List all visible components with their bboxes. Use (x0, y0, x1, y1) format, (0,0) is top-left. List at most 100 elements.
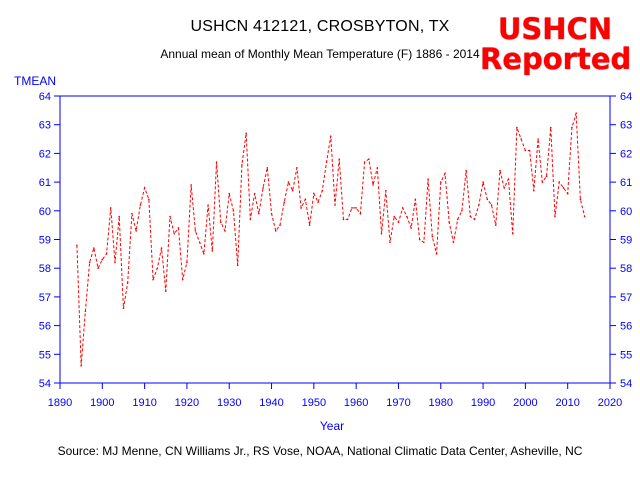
chart-subtitle: Annual mean of Monthly Mean Temperature … (160, 47, 480, 61)
data-point (84, 310, 87, 313)
data-point (571, 126, 573, 129)
data-point (410, 227, 412, 229)
data-point (135, 230, 137, 232)
x-tick-label: 1890 (48, 397, 72, 409)
data-point (423, 241, 425, 244)
data-point (253, 192, 256, 195)
y-tick-label-left: 56 (39, 321, 51, 333)
data-point (291, 189, 294, 192)
data-point (101, 258, 104, 261)
data-point (152, 278, 154, 281)
y-tick-label-right: 57 (620, 292, 632, 304)
y-tick-label-right: 54 (620, 378, 632, 390)
data-point (169, 215, 171, 218)
data-point (270, 212, 273, 215)
data-point (520, 138, 522, 140)
data-point (380, 232, 383, 235)
y-tick-label-right: 59 (620, 235, 632, 247)
data-point (397, 221, 400, 224)
data-point (207, 204, 209, 206)
data-point (177, 227, 180, 229)
data-point (376, 166, 379, 169)
data-point (549, 126, 552, 129)
data-point (304, 198, 307, 201)
data-point (431, 235, 434, 238)
data-point (236, 264, 239, 267)
y-axis-right: 54 55 56 57 58 59 60 61 62 63 64 (610, 91, 632, 390)
x-tick-label: 1900 (90, 397, 114, 409)
data-point (503, 187, 506, 189)
data-point (173, 232, 176, 235)
data-point (325, 161, 328, 163)
y-tick-label-left: 55 (39, 349, 51, 361)
data-point (164, 290, 167, 292)
data-point (211, 250, 214, 252)
y-tick-label-left: 54 (39, 378, 51, 390)
data-point (334, 204, 336, 206)
y-tick-label-right: 64 (620, 91, 632, 103)
data-point (228, 192, 231, 195)
data-point (444, 172, 446, 175)
data-point (97, 267, 99, 270)
data-point (266, 166, 269, 169)
data-point (368, 158, 370, 160)
plot-frame (59, 95, 611, 384)
y-tick-label-left: 58 (39, 263, 51, 275)
data-point (583, 215, 586, 218)
data-point (283, 201, 286, 203)
data-point (507, 178, 510, 181)
logo-line-2: Reported (480, 42, 632, 76)
data-point (131, 212, 133, 215)
y-tick-label-left: 60 (39, 206, 51, 218)
data-point (478, 204, 480, 206)
data-point (414, 198, 417, 201)
data-point (262, 187, 264, 189)
y-axis-left: 54 55 56 57 58 59 60 61 62 63 64 (39, 91, 60, 390)
data-point (558, 181, 561, 183)
x-tick-label: 1980 (429, 397, 453, 409)
data-point (296, 166, 298, 169)
y-tick-label-left: 62 (39, 148, 51, 160)
data-point (511, 232, 514, 235)
y-tick-label-right: 55 (620, 349, 632, 361)
x-tick-label: 2010 (555, 397, 579, 409)
data-point (241, 164, 243, 166)
data-point (499, 169, 501, 172)
data-point (190, 184, 192, 186)
data-point (203, 253, 205, 255)
data-point (300, 207, 302, 209)
y-tick-label-left: 59 (39, 235, 51, 247)
data-point (541, 181, 544, 183)
data-point (418, 238, 421, 241)
data-point (524, 149, 527, 152)
data-point (321, 189, 324, 192)
data-point (439, 181, 442, 183)
data-point (313, 192, 315, 195)
data-point (194, 230, 197, 232)
data-point (114, 261, 116, 264)
data-point (355, 207, 357, 209)
y-tick-label-right: 56 (620, 321, 632, 333)
data-point (359, 212, 362, 215)
data-point (258, 212, 260, 215)
source-credit: Source: MJ Menne, CN Williams Jr., RS Vo… (57, 444, 583, 458)
logo-line-1: USHCN (497, 12, 613, 46)
y-tick-label-right: 61 (620, 177, 632, 189)
data-point (308, 224, 311, 226)
data-point (537, 138, 539, 140)
data-point (448, 221, 451, 224)
y-tick-label-right: 58 (620, 263, 632, 275)
data-point (456, 218, 459, 221)
data-point (105, 253, 108, 255)
data-point (93, 247, 95, 249)
data-point (554, 215, 556, 218)
data-point (232, 210, 235, 212)
data-point (274, 230, 277, 232)
data-point (224, 230, 226, 232)
data-point (351, 207, 353, 209)
y-axis-label: TMEAN (14, 74, 56, 88)
x-axis-label: Year (320, 419, 344, 433)
x-tick-label: 1990 (471, 397, 495, 409)
data-point (389, 241, 391, 244)
